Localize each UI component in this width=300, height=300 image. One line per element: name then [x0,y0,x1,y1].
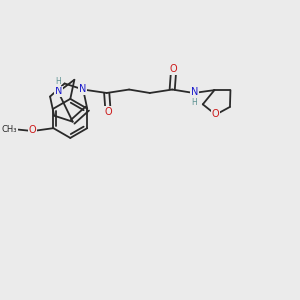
Text: H: H [55,77,61,86]
Text: O: O [105,107,112,117]
Text: O: O [211,109,219,119]
Text: CH₃: CH₃ [2,124,17,134]
Text: O: O [29,125,37,136]
Text: N: N [55,86,62,96]
Text: O: O [170,64,178,74]
Text: N: N [79,84,86,94]
Text: H: H [191,98,197,107]
Text: N: N [190,87,198,98]
